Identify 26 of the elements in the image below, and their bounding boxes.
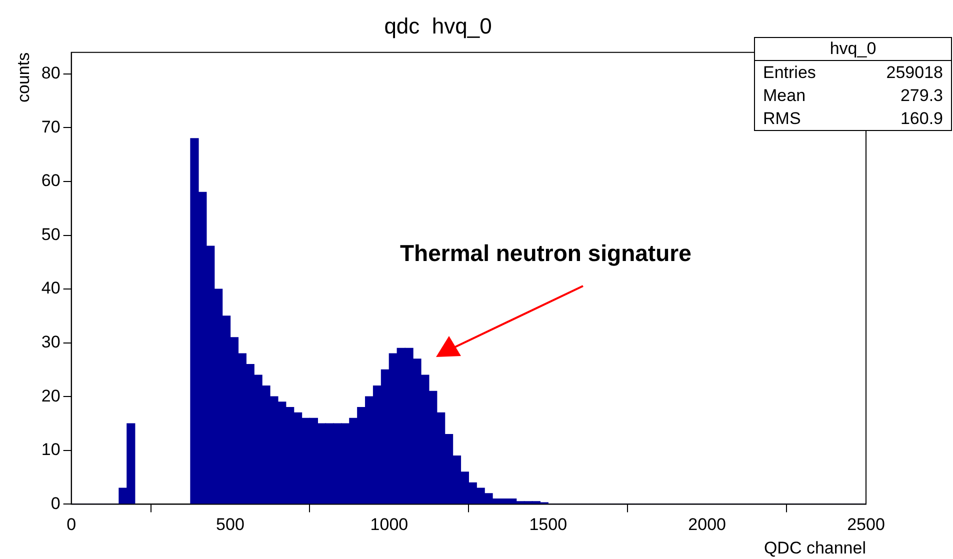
x-tick-label: 1000 — [370, 515, 408, 534]
y-axis-title: counts — [14, 52, 33, 102]
y-tick-label: 0 — [50, 494, 60, 513]
annotation: Thermal neutron signature — [400, 240, 692, 267]
y-tick-label: 30 — [41, 332, 60, 352]
x-tick-label: 1500 — [529, 515, 568, 534]
y-tick-label: 40 — [41, 278, 60, 298]
text: 160.9 — [900, 108, 943, 130]
y-tick-label: 80 — [41, 64, 60, 83]
annotation: RMS — [763, 108, 801, 130]
x-tick-label: 2000 — [688, 515, 726, 534]
y-tick-label: 60 — [41, 171, 60, 190]
y-tick-label: 50 — [41, 224, 60, 244]
annotation: Mean — [763, 85, 806, 107]
x-tick-label: 0 — [66, 515, 76, 534]
x-tick-label: 500 — [216, 515, 244, 534]
annotation: hvq_0 — [755, 38, 951, 61]
text: 279.3 — [900, 85, 943, 107]
y-tick-label: 10 — [41, 440, 60, 460]
text: 259018 — [886, 62, 943, 84]
x-axis-title: QDC channel — [764, 538, 866, 558]
y-tick-label: 20 — [41, 386, 60, 406]
y-tick-label: 70 — [41, 117, 60, 136]
x-tick-label: 2500 — [847, 515, 885, 534]
annotation: Entries — [763, 62, 816, 84]
chart-title: qdc hvq_0 — [384, 13, 492, 38]
